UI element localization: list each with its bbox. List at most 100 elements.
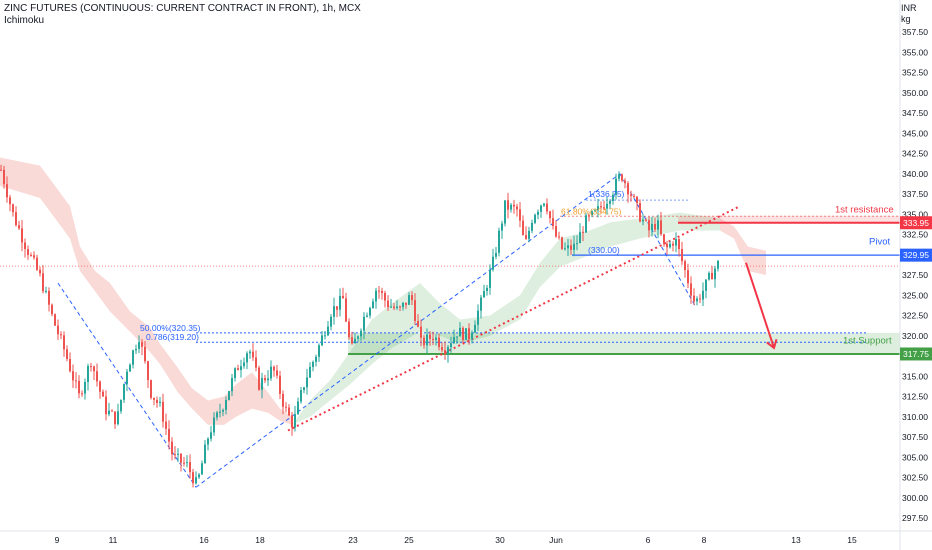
candle-body [87, 366, 89, 382]
candle-body [420, 326, 422, 338]
candle-body [396, 306, 398, 309]
time-tick-label: 18 [255, 535, 265, 545]
annotation-label: Pivot [869, 237, 890, 248]
candle-body [171, 441, 173, 455]
candle-body [441, 347, 443, 351]
candle-body [246, 353, 248, 363]
candle-body [336, 306, 338, 310]
candle-body [471, 332, 473, 340]
candle-body [534, 214, 536, 223]
candle-body [327, 326, 329, 336]
candle-body [306, 377, 308, 388]
candle-body [294, 414, 296, 428]
annotation-label: 1st resistance [835, 204, 894, 215]
currency-label: INR [901, 3, 917, 13]
candle-body [21, 228, 23, 243]
candle-body [555, 226, 557, 237]
candle-body [417, 320, 419, 327]
candle-body [297, 401, 299, 415]
candle-body [390, 306, 392, 308]
time-tick-label: 9 [55, 535, 60, 545]
price-tick-label: 325.00 [902, 290, 928, 300]
candle-body [528, 230, 530, 239]
candle-body [618, 174, 620, 179]
price-tick-label: 337.50 [902, 189, 928, 199]
candle-body [153, 397, 155, 400]
candle-body [267, 378, 269, 381]
candle-body [333, 306, 335, 317]
candle-body [591, 211, 593, 216]
candle-body [126, 371, 128, 385]
time-tick-label: 8 [702, 535, 707, 545]
candle-body [147, 361, 149, 381]
candle-body [321, 335, 323, 346]
candle-body [435, 337, 437, 341]
candle-body [354, 338, 356, 344]
candle-body [477, 310, 479, 325]
candlestick-series [0, 164, 719, 488]
candle-body [516, 206, 518, 210]
candle-body [180, 453, 182, 463]
candle-body [480, 297, 482, 311]
candle-body [459, 327, 461, 337]
candle-body [345, 298, 347, 322]
annotation-label: 61.80%(334.75) [561, 206, 622, 216]
candle-body [156, 399, 158, 403]
candle-body [366, 315, 368, 317]
candle-body [57, 325, 59, 335]
candle-body [60, 334, 62, 336]
candle-body [372, 301, 374, 308]
annotation-label: 1st Support [843, 335, 892, 346]
candle-body [27, 249, 29, 255]
candle-body [681, 249, 683, 262]
candle-body [63, 335, 65, 350]
forecast-arrow-shaft [745, 262, 775, 349]
price-tick-label: 342.50 [902, 149, 928, 159]
candle-body [675, 239, 677, 246]
candle-body [585, 215, 587, 233]
candle-body [669, 243, 671, 248]
time-tick-label: 11 [109, 535, 118, 545]
candle-body [330, 316, 332, 327]
candle-body [120, 399, 122, 412]
indicator-name[interactable]: Ichimoku [4, 15, 45, 26]
candle-body [159, 401, 161, 403]
symbol-title[interactable]: ZINC FUTURES (CONTINUOUS: CURRENT CONTRA… [4, 3, 361, 14]
candle-body [30, 254, 32, 256]
candle-body [393, 306, 395, 309]
candle-body [633, 195, 635, 197]
candle-body [78, 380, 80, 394]
candle-body [564, 248, 566, 250]
candle-body [381, 290, 383, 294]
candle-body [456, 336, 458, 338]
annotation-label: (330.00) [588, 245, 620, 255]
candle-body [684, 261, 686, 271]
candle-body [432, 338, 434, 341]
candle-body [654, 223, 656, 230]
candle-body [573, 243, 575, 250]
candle-body [363, 316, 365, 331]
annotation-label: 50.00%(320.35) [140, 323, 201, 333]
candle-body [546, 203, 548, 212]
candle-body [699, 298, 701, 300]
price-tag-text: 333.95 [903, 218, 929, 228]
candle-body [213, 417, 215, 433]
chart-annotations: 50.00%(320.35)0.786(319.20) 61.80%(334.75… [140, 189, 894, 347]
candle-body [714, 268, 716, 280]
candle-body [270, 366, 272, 379]
candle-body [489, 269, 491, 288]
candle-body [660, 220, 662, 235]
candle-body [408, 295, 410, 305]
candle-body [108, 410, 110, 415]
price-tag-text: 329.95 [903, 250, 929, 260]
price-tick-label: 300.00 [902, 493, 928, 503]
candle-body [102, 391, 104, 397]
candle-body [51, 304, 53, 315]
candle-body [39, 269, 41, 274]
candle-body [540, 205, 542, 212]
candle-body [627, 183, 629, 195]
candle-body [501, 223, 503, 231]
candle-body [369, 307, 371, 316]
candle-body [639, 203, 641, 222]
